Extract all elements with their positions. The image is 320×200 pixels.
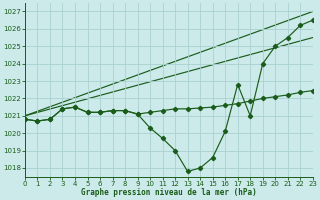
X-axis label: Graphe pression niveau de la mer (hPa): Graphe pression niveau de la mer (hPa) bbox=[81, 188, 257, 197]
